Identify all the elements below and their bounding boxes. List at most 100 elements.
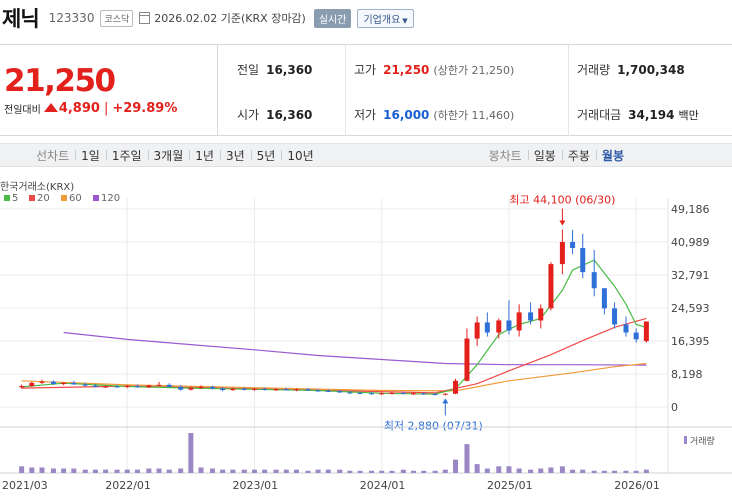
tab-period-5y[interactable]: 5년 <box>250 147 282 164</box>
candle-body <box>516 312 522 331</box>
volume-bar <box>453 459 459 473</box>
candle-body <box>474 322 480 339</box>
max-price-label: 최고 44,100 (06/30) <box>509 193 615 206</box>
x-tick-label: 2022/01 <box>105 479 151 492</box>
low-cell: 저가 16,000 (하한가 11,460) <box>354 106 514 123</box>
volume-bar <box>29 467 35 473</box>
tab-period-3y[interactable]: 3년 <box>219 147 251 164</box>
amount-unit: 백만 <box>678 108 699 122</box>
candle-body <box>496 320 502 333</box>
candle-body <box>178 386 184 390</box>
y-tick-label: 24,593 <box>671 302 710 315</box>
volume-bar <box>209 468 215 473</box>
amount-value: 34,194 <box>628 107 675 122</box>
volume-bar <box>337 469 343 473</box>
legend-label-ma5: 5 <box>12 193 18 204</box>
change-percent: +29.89% <box>112 101 178 116</box>
y-tick-label: 0 <box>671 401 678 414</box>
candle-body <box>601 288 607 309</box>
volume-bar <box>262 469 268 473</box>
volume-bar <box>633 470 639 473</box>
y-tick-label: 32,791 <box>671 269 710 282</box>
stock-code: 123330 <box>48 11 95 25</box>
market-badge: 코스닥 <box>100 9 134 27</box>
tab-candle-daily[interactable]: 일봉 <box>527 147 562 164</box>
candle-body <box>220 388 226 391</box>
volume-bar <box>92 469 98 473</box>
candle-body <box>134 386 140 388</box>
candle-body <box>209 386 215 389</box>
volume-bar <box>178 468 184 473</box>
candle-body <box>315 390 321 392</box>
volume-bar <box>591 470 597 473</box>
candle-body <box>283 389 289 391</box>
candle-body <box>188 388 194 390</box>
legend-swatch-ma60 <box>61 195 67 201</box>
volume-bar <box>528 469 534 473</box>
tab-period-1w[interactable]: 1주일 <box>105 147 148 164</box>
volume-bar <box>39 467 45 473</box>
volume-bar <box>357 470 363 473</box>
realtime-button[interactable]: 실시간 <box>313 8 352 28</box>
volume-bar <box>389 470 395 473</box>
open-value: 16,360 <box>266 107 313 122</box>
tab-period-1d[interactable]: 1일 <box>75 147 106 164</box>
candle-body <box>39 381 45 383</box>
tab-period-10y[interactable]: 10년 <box>281 147 319 164</box>
min-price-label: 최저 2,880 (07/31) <box>384 419 483 432</box>
volume-bar <box>506 466 512 473</box>
min-arrow-head <box>442 398 449 404</box>
candle-body <box>538 308 544 321</box>
volume-bar <box>411 470 417 473</box>
tab-period-3m[interactable]: 3개월 <box>147 147 190 164</box>
volume-bar <box>347 470 353 473</box>
y-tick-label: 49,186 <box>671 203 710 216</box>
legend-label-ma120: 120 <box>101 193 120 204</box>
candle-body <box>273 389 279 391</box>
candle-body <box>82 384 88 386</box>
candle-body <box>29 382 35 387</box>
volume-bar <box>71 468 77 473</box>
tab-candle-weekly[interactable]: 주봉 <box>561 147 596 164</box>
candle-body <box>198 386 204 389</box>
candle-body <box>559 241 565 265</box>
volume-bar <box>496 466 502 473</box>
tab-candle-monthly[interactable]: 월봉 <box>595 147 630 164</box>
volume-bar <box>315 469 321 473</box>
grid <box>0 198 669 473</box>
volume-bar <box>570 469 576 473</box>
candle-body <box>400 392 406 394</box>
amount-label: 거래대금 <box>577 108 622 122</box>
chart-tab-bar: 선차트 1일 1주일 3개월 1년 3년 5년 10년 봉차트 일봉 주봉 월봉 <box>0 143 732 167</box>
volume-bar <box>198 467 204 473</box>
candle-body <box>230 388 236 391</box>
volume-bar <box>643 469 649 473</box>
candle-body <box>464 338 470 381</box>
candle-body <box>643 321 649 342</box>
volume-bar <box>516 468 522 473</box>
divider <box>568 45 569 136</box>
candle-body <box>484 322 490 333</box>
tab-candle-chart[interactable]: 봉차트 <box>488 148 522 163</box>
volume-bar <box>251 469 257 473</box>
candle-body <box>453 380 459 394</box>
stock-name: 제닉 <box>2 7 40 31</box>
candle-body <box>156 384 162 386</box>
volume-bar <box>134 469 140 473</box>
company-info-dropdown[interactable]: 기업개요 ▼ <box>357 8 414 28</box>
candle-body <box>103 386 109 388</box>
candle-body <box>92 385 98 387</box>
candle-body <box>591 272 597 289</box>
upper-limit: (상한가 21,250) <box>433 63 515 77</box>
legend-label-ma60: 60 <box>69 193 82 204</box>
caret-down-icon: ▼ <box>402 16 408 25</box>
candle-body <box>528 312 534 321</box>
tab-period-1y[interactable]: 1년 <box>189 147 220 164</box>
volume-label: 거래량 <box>577 63 611 77</box>
candle-body <box>19 386 25 388</box>
tab-line-chart[interactable]: 선차트 <box>36 148 70 163</box>
candle-body <box>421 393 427 395</box>
open-cell: 시가 16,360 <box>237 106 312 123</box>
prev-close-value: 16,360 <box>266 62 313 77</box>
volume-bar <box>559 466 565 473</box>
